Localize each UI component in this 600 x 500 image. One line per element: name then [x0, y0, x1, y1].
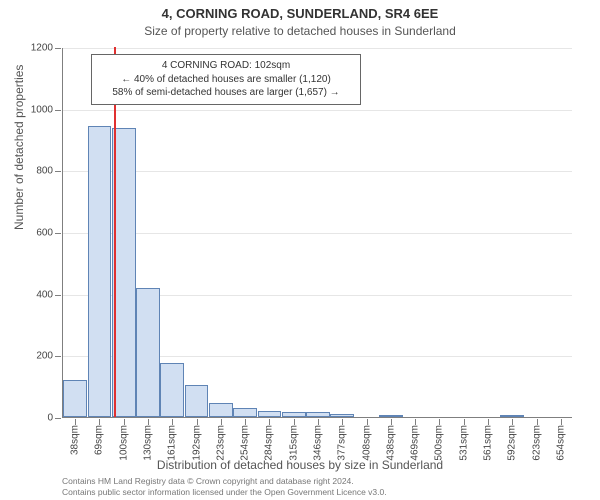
- gridline: [63, 110, 572, 111]
- histogram-bar: [233, 408, 257, 417]
- x-tick-label: 531sqm: [458, 425, 469, 461]
- x-axis-label: Distribution of detached houses by size …: [0, 458, 600, 472]
- x-tick-label: 38sqm: [70, 425, 81, 455]
- histogram-bar: [88, 126, 112, 417]
- y-tick-label: 200: [36, 351, 53, 362]
- x-tick-label: 469sqm: [410, 425, 421, 461]
- x-tick-label: 315sqm: [288, 425, 299, 461]
- x-tick-label: 408sqm: [361, 425, 372, 461]
- histogram-bar: [160, 363, 184, 417]
- x-tick-label: 161sqm: [167, 425, 178, 461]
- x-tick-label: 346sqm: [313, 425, 324, 461]
- y-axis-label: Number of detached properties: [12, 65, 26, 230]
- x-tick-label: 654sqm: [555, 425, 566, 461]
- x-tick-label: 623sqm: [531, 425, 542, 461]
- x-tick-label: 561sqm: [483, 425, 494, 461]
- y-tick-label: 0: [47, 413, 53, 424]
- x-tick-label: 223sqm: [215, 425, 226, 461]
- histogram-bar: [185, 385, 209, 417]
- chart-container: 4, CORNING ROAD, SUNDERLAND, SR4 6EE Siz…: [0, 0, 600, 500]
- histogram-bar: [379, 415, 403, 417]
- property-annotation: 4 CORNING ROAD: 102sqm ← 40% of detached…: [91, 54, 361, 105]
- y-tick-label: 800: [36, 166, 53, 177]
- histogram-bar: [136, 288, 160, 417]
- histogram-bar: [330, 414, 354, 417]
- x-tick-label: 254sqm: [240, 425, 251, 461]
- x-tick-label: 500sqm: [434, 425, 445, 461]
- x-tick-label: 192sqm: [191, 425, 202, 461]
- y-tick: [55, 48, 61, 49]
- histogram-bar: [306, 412, 330, 417]
- y-tick: [55, 418, 61, 419]
- histogram-bar: [282, 412, 306, 417]
- x-tick-label: 438sqm: [385, 425, 396, 461]
- histogram-bar: [63, 380, 87, 417]
- annotation-line-3: 58% of semi-detached houses are larger (…: [98, 86, 354, 100]
- y-tick-label: 1000: [31, 104, 53, 115]
- histogram-bar: [209, 403, 233, 417]
- histogram-bar: [258, 411, 282, 417]
- x-tick-label: 69sqm: [94, 425, 105, 455]
- x-tick-label: 377sqm: [337, 425, 348, 461]
- y-tick: [55, 295, 61, 296]
- x-tick-label: 284sqm: [264, 425, 275, 461]
- footer-line-2: Contains public sector information licen…: [62, 487, 572, 498]
- plot-area: 02004006008001000120038sqm69sqm100sqm130…: [62, 48, 572, 418]
- y-tick: [55, 233, 61, 234]
- footer-attribution: Contains HM Land Registry data © Crown c…: [62, 476, 572, 498]
- footer-line-1: Contains HM Land Registry data © Crown c…: [62, 476, 572, 487]
- y-tick: [55, 171, 61, 172]
- y-tick-label: 400: [36, 289, 53, 300]
- gridline: [63, 48, 572, 49]
- y-tick-label: 1200: [31, 43, 53, 54]
- y-tick: [55, 110, 61, 111]
- x-tick-label: 130sqm: [143, 425, 154, 461]
- gridline: [63, 233, 572, 234]
- y-tick-label: 600: [36, 228, 53, 239]
- y-tick: [55, 356, 61, 357]
- gridline: [63, 171, 572, 172]
- x-tick-label: 592sqm: [507, 425, 518, 461]
- chart-title-sub: Size of property relative to detached ho…: [0, 24, 600, 38]
- annotation-line-1: 4 CORNING ROAD: 102sqm: [98, 59, 354, 73]
- annotation-line-2: ← 40% of detached houses are smaller (1,…: [98, 73, 354, 87]
- histogram-bar: [500, 415, 524, 417]
- chart-title-main: 4, CORNING ROAD, SUNDERLAND, SR4 6EE: [0, 6, 600, 21]
- x-tick-label: 100sqm: [118, 425, 129, 461]
